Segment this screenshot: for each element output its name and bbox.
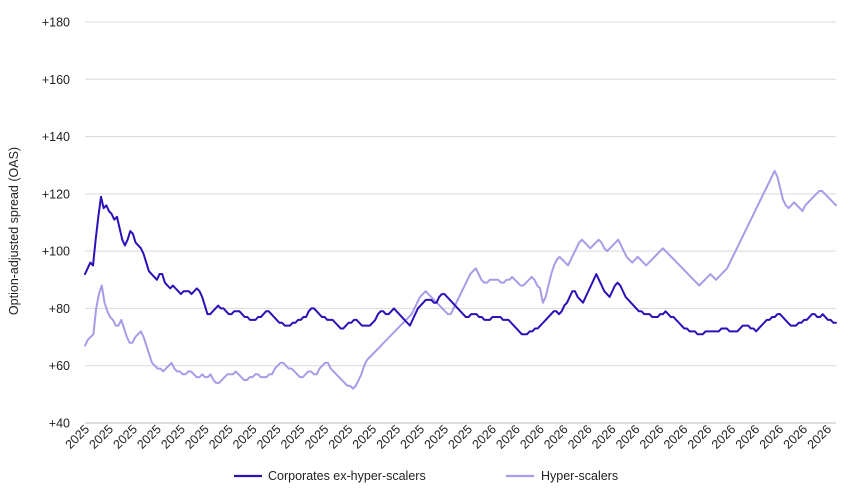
x-tick-label: 2025 bbox=[350, 422, 380, 452]
x-tick-label: 2025 bbox=[446, 422, 476, 452]
series-line-corporates-ex-hyper-scalers bbox=[84, 195, 837, 336]
y-tick-label: +160 bbox=[42, 73, 70, 87]
x-tick-label: 2025 bbox=[398, 422, 428, 452]
x-tick-label: 2026 bbox=[805, 422, 835, 452]
x-tick-label: 2026 bbox=[637, 422, 667, 452]
y-tick-label: +120 bbox=[42, 187, 70, 201]
y-axis-tick-labels: +40 +60 +80 +100 +120 +140 +160 +180 bbox=[42, 16, 70, 431]
y-tick-label: +60 bbox=[49, 359, 70, 373]
x-tick-label: 2026 bbox=[493, 422, 523, 452]
x-tick-label: 2026 bbox=[709, 422, 739, 452]
x-tick-label: 2025 bbox=[422, 422, 452, 452]
x-tick-label: 2026 bbox=[565, 422, 595, 452]
x-tick-label: 2026 bbox=[757, 422, 787, 452]
x-tick-label: 2025 bbox=[110, 422, 140, 452]
x-tick-label: 2026 bbox=[541, 422, 571, 452]
legend-label-hyper-scalers: Hyper-scalers bbox=[541, 469, 618, 483]
x-axis-tick-labels: 2025202520252025202520252025202520252025… bbox=[63, 422, 835, 452]
x-tick-label: 2025 bbox=[182, 422, 212, 452]
x-tick-label: 2025 bbox=[254, 422, 284, 452]
gridlines bbox=[85, 21, 836, 424]
y-axis-label: Option-adjusted spread (OAS) bbox=[7, 147, 21, 315]
y-tick-label: +100 bbox=[42, 245, 70, 259]
series-line-hyper-scalers bbox=[84, 169, 837, 390]
x-tick-label: 2025 bbox=[206, 422, 236, 452]
legend-label-corporates: Corporates ex-hyper-scalers bbox=[268, 469, 426, 483]
series-lines bbox=[84, 169, 837, 390]
x-tick-label: 2026 bbox=[733, 422, 763, 452]
x-tick-label: 2026 bbox=[661, 422, 691, 452]
x-tick-label: 2025 bbox=[134, 422, 164, 452]
x-tick-label: 2025 bbox=[230, 422, 260, 452]
x-tick-label: 2026 bbox=[685, 422, 715, 452]
x-tick-label: 2026 bbox=[589, 422, 619, 452]
x-tick-label: 2025 bbox=[374, 422, 404, 452]
y-tick-label: +40 bbox=[49, 417, 70, 431]
x-tick-label: 2025 bbox=[302, 422, 332, 452]
x-tick-label: 2026 bbox=[517, 422, 547, 452]
y-tick-label: +140 bbox=[42, 130, 70, 144]
x-tick-label: 2026 bbox=[469, 422, 499, 452]
y-tick-label: +80 bbox=[49, 302, 70, 316]
legend: Corporates ex-hyper-scalers Hyper-scaler… bbox=[234, 469, 618, 483]
x-tick-label: 2025 bbox=[278, 422, 308, 452]
x-tick-label: 2026 bbox=[781, 422, 811, 452]
y-tick-label: +180 bbox=[42, 16, 70, 30]
x-tick-label: 2025 bbox=[158, 422, 188, 452]
x-tick-label: 2025 bbox=[326, 422, 356, 452]
x-tick-label: 2025 bbox=[86, 422, 116, 452]
x-tick-label: 2026 bbox=[613, 422, 643, 452]
